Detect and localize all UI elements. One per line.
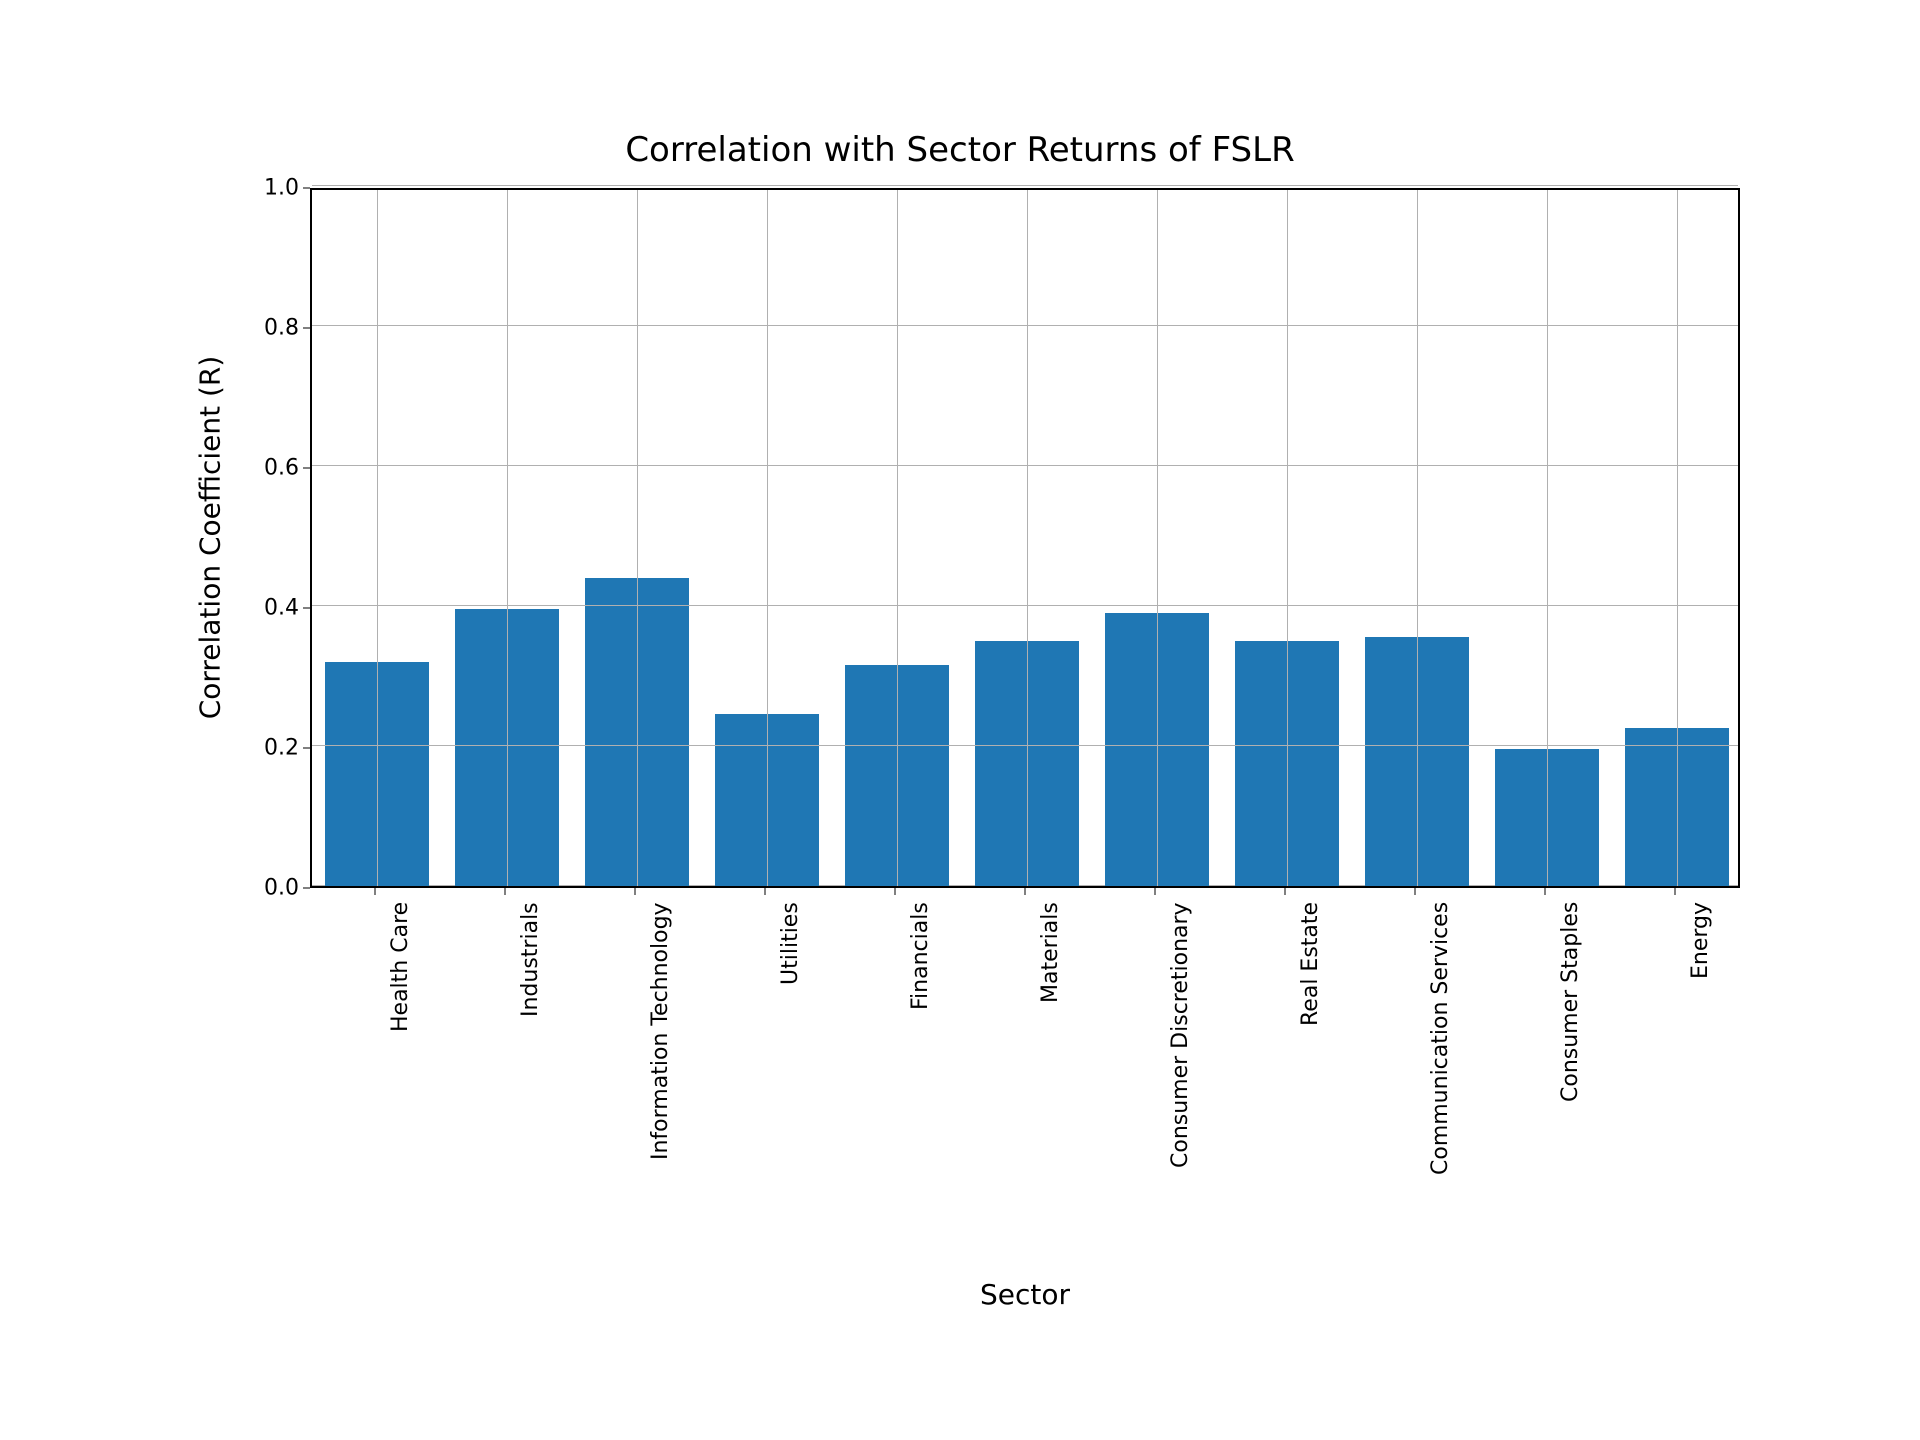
- x-tick-mark: [765, 888, 766, 895]
- y-tick-label: 0.0: [264, 875, 310, 900]
- plot-area: [310, 188, 1740, 888]
- gridline-vertical: [377, 190, 378, 886]
- x-tick-mark: [1675, 888, 1676, 895]
- x-tick-mark: [1025, 888, 1026, 895]
- x-tick-label: Health Care: [388, 901, 413, 1031]
- x-tick-mark: [1155, 888, 1156, 895]
- gridline-vertical: [507, 190, 508, 886]
- gridline-vertical: [1157, 190, 1158, 886]
- x-tick-label: Financials: [908, 902, 933, 1010]
- x-axis-label: Sector: [310, 1278, 1740, 1311]
- y-tick-label: 1.0: [264, 175, 310, 200]
- x-tick-mark: [895, 888, 896, 895]
- x-tick-mark: [375, 888, 376, 895]
- gridline-vertical: [637, 190, 638, 886]
- y-tick-label: 0.4: [264, 595, 310, 620]
- gridline-vertical: [767, 190, 768, 886]
- x-tick-label: Real Estate: [1298, 901, 1323, 1025]
- x-tick-label: Industrials: [518, 902, 543, 1017]
- gridline-horizontal: [312, 185, 1738, 186]
- x-tick-mark: [635, 888, 636, 895]
- gridline-vertical: [1287, 190, 1288, 886]
- x-tick-label: Materials: [1038, 902, 1063, 1003]
- x-tick-label: Consumer Discretionary: [1168, 902, 1193, 1168]
- x-tick-mark: [505, 888, 506, 895]
- y-tick-label: 0.8: [264, 315, 310, 340]
- x-tick-label: Utilities: [778, 902, 803, 985]
- gridline-vertical: [897, 190, 898, 886]
- y-tick-label: 0.2: [264, 735, 310, 760]
- ylabel-container: Correlation Coefficient (R): [180, 188, 240, 888]
- gridline-horizontal: [312, 465, 1738, 466]
- y-tick-label: 0.6: [264, 455, 310, 480]
- x-tick-label: Communication Services: [1428, 901, 1453, 1174]
- x-tick-label: Information Technology: [648, 902, 673, 1160]
- gridline-horizontal: [312, 605, 1738, 606]
- chart-title: Correlation with Sector Returns of FSLR: [180, 130, 1740, 170]
- x-tick-mark: [1545, 888, 1546, 895]
- correlation-bar-chart: Correlation with Sector Returns of FSLR …: [180, 130, 1740, 1311]
- gridline-vertical: [1417, 190, 1418, 886]
- x-tick-label: Energy: [1688, 901, 1713, 978]
- y-axis-label: Correlation Coefficient (R): [194, 356, 227, 720]
- x-ticks: Health Care Industrials Information Techno…: [310, 888, 1740, 1268]
- x-tick-label: Consumer Staples: [1558, 901, 1583, 1101]
- gridline-vertical: [1027, 190, 1028, 886]
- x-tick-mark: [1415, 888, 1416, 895]
- gridline-vertical: [1547, 190, 1548, 886]
- x-tick-mark: [1285, 888, 1286, 895]
- gridline-vertical: [1677, 190, 1678, 886]
- axes: Correlation Coefficient (R) 0.0 0.2 0.4 0.6…: [180, 188, 1740, 1311]
- gridline-horizontal: [312, 325, 1738, 326]
- y-ticks: 0.00.20.40.60.81.0: [240, 188, 310, 888]
- gridline-horizontal: [312, 745, 1738, 746]
